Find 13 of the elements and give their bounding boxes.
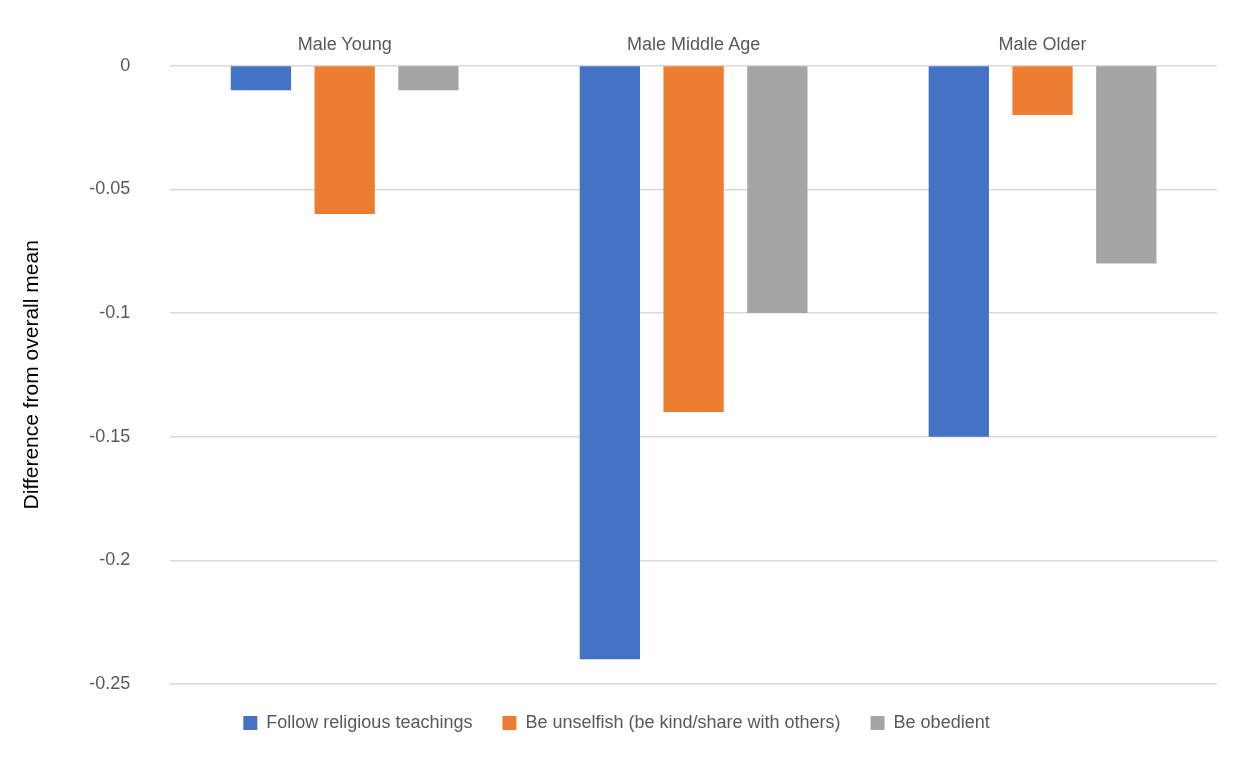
legend-label: Follow religious teachings — [266, 711, 473, 732]
y-tick-label: -0.1 — [99, 301, 131, 322]
y-tick-label: -0.25 — [89, 672, 131, 693]
x-tick-label: Male Young — [297, 33, 392, 54]
y-tick-label: 0 — [120, 54, 131, 75]
x-tick-label: Male Older — [998, 33, 1087, 54]
legend-label: Be obedient — [893, 711, 990, 732]
y-tick-label: -0.05 — [89, 178, 131, 199]
y-tick-label: -0.15 — [89, 425, 131, 446]
legend-label: Be unselfish (be kind/share with others) — [525, 711, 841, 732]
y-tick-label: -0.2 — [99, 549, 131, 570]
y-axis-title: Difference from overall mean — [19, 240, 43, 510]
x-tick-label: Male Middle Age — [627, 33, 761, 54]
